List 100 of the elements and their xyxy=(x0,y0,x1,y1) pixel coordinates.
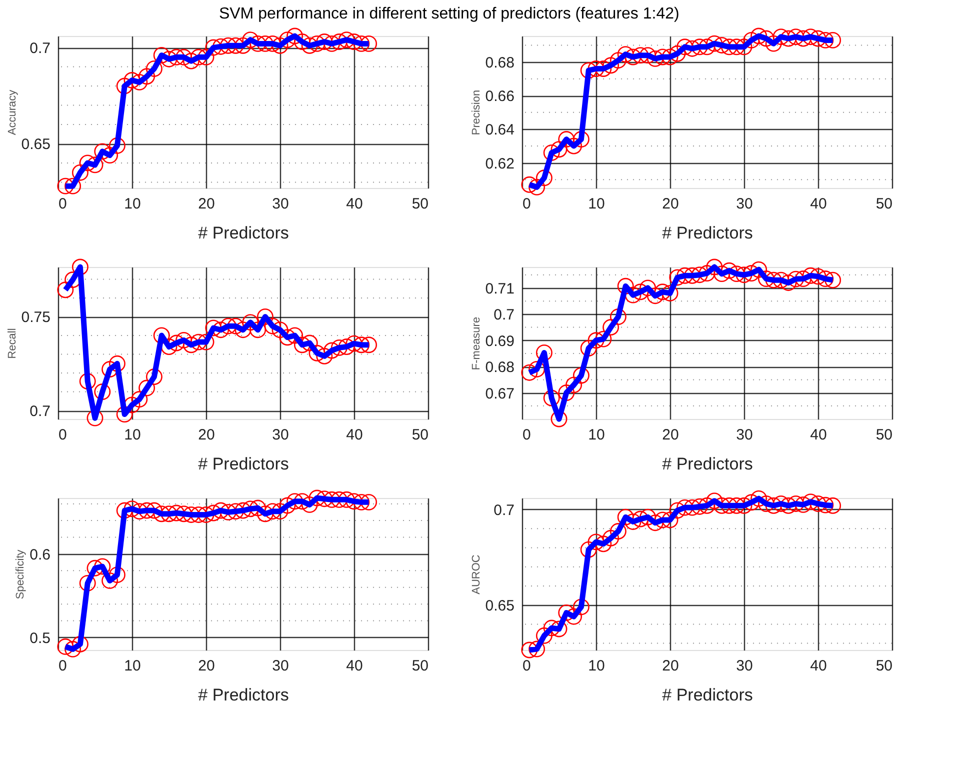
point xyxy=(566,376,582,394)
x-axis-title: # Predictors xyxy=(198,224,289,242)
point xyxy=(646,288,664,304)
point xyxy=(146,60,162,77)
point xyxy=(758,496,774,512)
point xyxy=(602,319,620,336)
point xyxy=(736,38,752,56)
x-axis-title: # Predictors xyxy=(662,454,753,474)
x-tick-label: 20 xyxy=(198,658,215,674)
point xyxy=(94,143,111,160)
point xyxy=(286,327,304,344)
point xyxy=(758,30,774,47)
point xyxy=(669,269,686,286)
x-tick-label: 10 xyxy=(588,426,605,444)
point xyxy=(234,322,252,338)
point xyxy=(691,266,708,284)
point xyxy=(353,336,370,354)
y-tick-label: 0.64 xyxy=(485,122,514,139)
point xyxy=(646,514,664,532)
point xyxy=(360,336,378,354)
point xyxy=(824,32,842,48)
point xyxy=(528,640,546,658)
x-tick-label: 50 xyxy=(412,658,428,674)
point xyxy=(279,32,296,48)
point xyxy=(198,334,214,350)
x-axis-title: # Predictors xyxy=(198,454,289,474)
y-tick-label: 0.6 xyxy=(30,546,50,564)
x-tick-label: 10 xyxy=(588,196,605,212)
x-tick-label: 20 xyxy=(198,196,215,212)
point xyxy=(324,35,340,52)
y-tick-label: 0.7 xyxy=(494,306,514,324)
point xyxy=(360,35,378,52)
y-tick-label: 0.65 xyxy=(485,598,514,615)
x-tick-label: 20 xyxy=(198,426,215,444)
point xyxy=(720,262,738,279)
point xyxy=(316,348,333,364)
point xyxy=(286,28,304,44)
point xyxy=(572,598,590,616)
y-tick-label: 0.5 xyxy=(30,630,50,647)
point xyxy=(750,261,768,278)
x-tick-label: 40 xyxy=(346,426,363,444)
point xyxy=(706,258,723,276)
point xyxy=(256,506,274,522)
point xyxy=(234,502,252,519)
x-tick-label: 50 xyxy=(876,196,892,212)
point xyxy=(353,494,370,510)
x-tick-label: 30 xyxy=(736,658,753,674)
y-tick-label: 0.71 xyxy=(485,280,514,298)
x-tick-label: 0 xyxy=(58,196,67,212)
point xyxy=(580,541,597,558)
x-axis-title: # Predictors xyxy=(662,224,753,242)
point xyxy=(802,28,819,46)
point xyxy=(64,640,82,658)
y-tick-label: 0.7 xyxy=(30,40,50,58)
x-tick-label: 30 xyxy=(736,426,753,444)
point xyxy=(669,502,686,519)
y-tick-label: 0.62 xyxy=(485,155,514,172)
point xyxy=(521,364,538,381)
point xyxy=(602,530,620,546)
point xyxy=(588,534,604,550)
point xyxy=(205,504,222,522)
point xyxy=(824,497,842,514)
point xyxy=(802,494,819,510)
y-axis-title: Recall xyxy=(6,328,18,359)
x-tick-label: 40 xyxy=(346,196,363,212)
point xyxy=(706,35,723,52)
y-axis-title: Precision xyxy=(470,90,482,136)
point xyxy=(824,272,842,288)
point xyxy=(272,37,288,54)
point xyxy=(617,46,634,63)
point xyxy=(595,60,612,77)
x-tick-label: 50 xyxy=(412,426,428,444)
x-tick-label: 30 xyxy=(272,196,289,212)
point xyxy=(79,373,96,390)
point xyxy=(543,390,560,406)
point xyxy=(810,496,826,512)
point xyxy=(750,490,768,507)
point xyxy=(64,178,82,194)
x-tick-label: 20 xyxy=(662,658,679,674)
point xyxy=(817,270,834,288)
point xyxy=(714,266,730,282)
point xyxy=(817,496,834,514)
point xyxy=(131,391,148,408)
point xyxy=(736,497,752,514)
point xyxy=(610,308,626,326)
x-tick-label: 10 xyxy=(124,426,141,444)
point xyxy=(817,32,834,48)
x-tick-label: 30 xyxy=(272,658,289,674)
point xyxy=(640,280,656,296)
point xyxy=(72,164,88,181)
point xyxy=(79,574,96,592)
x-tick-label: 50 xyxy=(876,658,892,674)
point xyxy=(108,355,126,372)
point xyxy=(521,176,538,193)
point xyxy=(572,367,590,384)
point xyxy=(669,45,686,62)
point xyxy=(346,34,362,50)
x-tick-label: 0 xyxy=(58,426,67,444)
point xyxy=(108,137,126,154)
point xyxy=(640,508,656,526)
